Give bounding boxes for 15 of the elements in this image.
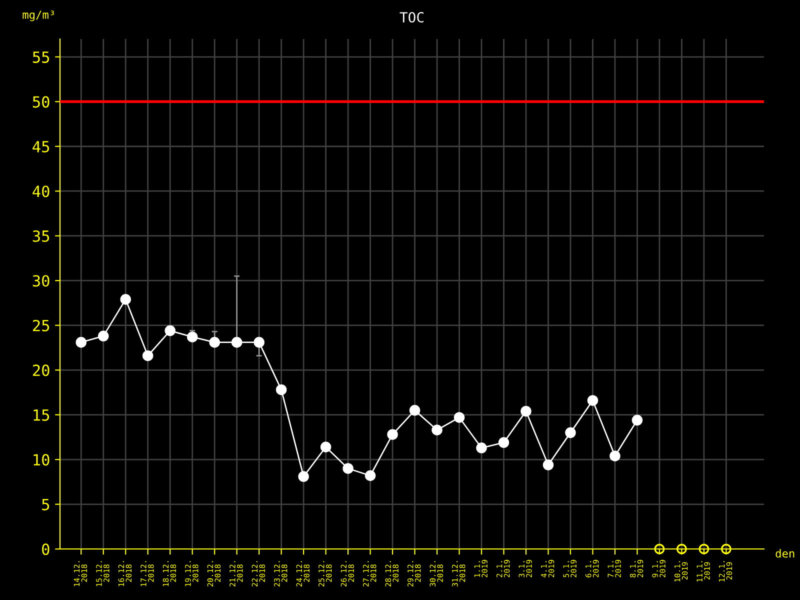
y-tick-label: 25	[33, 320, 50, 332]
y-tick-label: 40	[32, 186, 50, 198]
x-axis-title: den	[776, 549, 794, 558]
y-axis-title: mg/m³	[22, 10, 54, 22]
y-tick-label: 20	[33, 364, 50, 376]
y-tick-label: 5	[42, 498, 50, 510]
y-tick-label: 15	[34, 409, 50, 421]
y-tick-label: 0	[42, 544, 50, 556]
y-tick-label: 10	[34, 454, 50, 466]
y-tick-label: 55	[32, 52, 50, 63]
y-tick-label: 30	[32, 275, 50, 287]
y-tick-label: 35	[32, 230, 50, 242]
y-tick-label: 50	[32, 96, 50, 108]
chart-title: TOC	[400, 12, 424, 23]
y-tick-label: 45	[32, 141, 50, 152]
